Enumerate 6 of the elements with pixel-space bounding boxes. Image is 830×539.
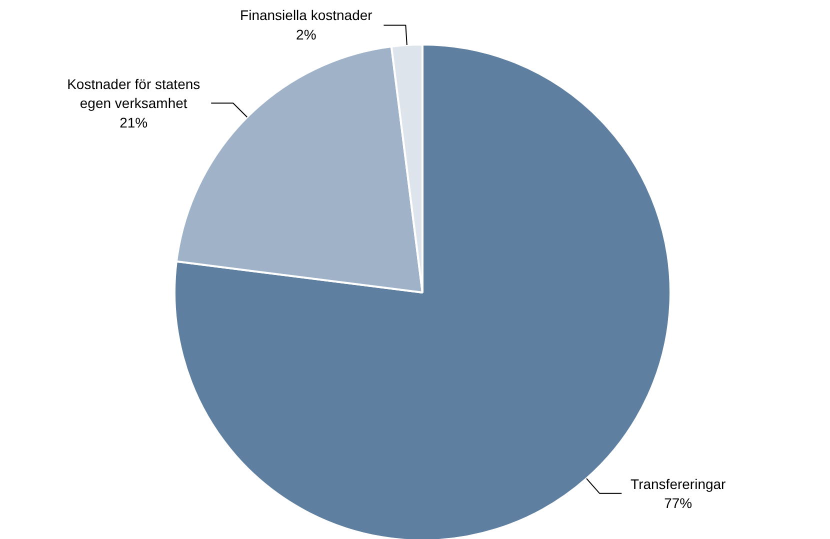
slice-label: Finansiella kostnader — [240, 7, 373, 24]
data-label: 2% — [296, 26, 316, 42]
data-label: 77% — [664, 495, 692, 512]
slice-label: Transfereringar — [630, 476, 726, 492]
data-label: 21% — [120, 114, 148, 130]
slice-label: Kostnader för statens egen verksamhet — [67, 76, 200, 112]
